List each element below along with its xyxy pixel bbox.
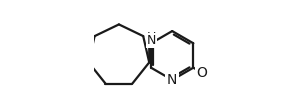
Text: N: N (167, 73, 177, 87)
Text: H: H (147, 31, 156, 44)
Text: O: O (196, 66, 207, 80)
Text: N: N (147, 34, 156, 47)
